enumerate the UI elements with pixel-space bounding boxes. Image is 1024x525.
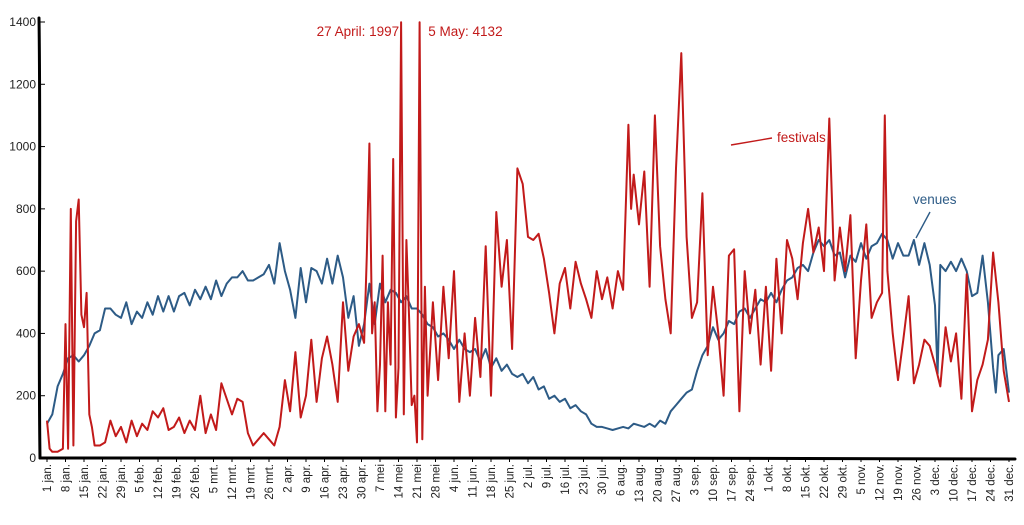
series-label-festivals-pointer [730, 137, 773, 146]
x-tick-label: 5 feb. [135, 464, 147, 493]
series-label-venues-pointer [915, 211, 931, 239]
x-tick-label: 16 apr. [320, 464, 332, 499]
x-tick-label: 30 jul. [597, 464, 609, 495]
x-tick-label: 29 okt. [838, 464, 850, 499]
x-tick-label: 29 jan. [116, 464, 128, 499]
x-tick-label: 17 sep. [727, 464, 739, 502]
y-axis-ticks: 0 200 400 600 800 1000 1200 1400 [9, 15, 45, 465]
x-tick-label: 19 mrt. [246, 464, 258, 500]
series-label-venues: venues [913, 192, 957, 207]
x-tick-label: 12 feb. [153, 464, 165, 499]
x-tick-label: 19 nov. [893, 464, 905, 501]
y-tick-label: 1400 [9, 15, 36, 29]
x-tick-label: 26 nov. [912, 464, 924, 501]
x-tick-label: 12 nov. [875, 464, 887, 501]
x-tick-label: 2 jul. [523, 464, 535, 488]
series-label-festivals: festivals [777, 130, 826, 145]
x-tick-label: 26 feb. [190, 464, 202, 499]
x-tick-label: 21 mei [412, 464, 424, 499]
x-tick-label: 2 apr. [283, 464, 295, 493]
x-tick-label: 23 apr. [338, 464, 350, 499]
x-tick-label: 19 feb. [172, 464, 184, 499]
x-tick-label: 3 sep. [690, 464, 702, 495]
x-tick-label: 24 dec. [986, 464, 998, 502]
x-tick-label: 6 aug. [616, 464, 628, 496]
x-tick-label: 4 jun. [449, 464, 461, 492]
x-tick-label: 20 aug. [653, 464, 665, 502]
x-tick-label: 10 sep. [708, 464, 720, 502]
x-tick-label: 24 sep. [745, 464, 757, 502]
y-tick-label: 1200 [9, 77, 36, 91]
x-tick-label: 15 jan. [79, 464, 91, 499]
y-tick-label: 1000 [9, 140, 36, 154]
x-tick-label: 1 okt. [764, 464, 776, 492]
x-tick-label: 9 jul. [542, 464, 554, 488]
x-tick-label: 1 jan. [42, 464, 54, 492]
x-tick-label: 14 mei [394, 464, 406, 499]
x-tick-label: 5 nov. [856, 464, 868, 494]
x-tick-label: 18 jun. [486, 464, 498, 499]
y-tick-label: 200 [16, 389, 36, 403]
x-tick-label: 8 okt. [782, 464, 794, 492]
series-layer [46, 21, 1010, 453]
x-tick-label: 10 dec. [949, 464, 961, 502]
x-tick-label: 23 jul. [579, 464, 591, 495]
x-tick-label: 11 jun. [468, 464, 480, 498]
annotation-may-5: 5 May: 4132 [428, 24, 502, 39]
x-tick-label: 3 dec. [930, 464, 942, 495]
x-tick-label: 27 aug. [671, 464, 683, 502]
x-tick-label: 16 jul. [560, 464, 572, 495]
x-axis-line [38, 456, 1017, 461]
x-tick-label: 31 dec. [1004, 464, 1016, 502]
series-line-venues [46, 232, 1010, 431]
x-axis-ticks: 1 jan. 8 jan. 15 jan. 22 jan. 29 jan. 5 feb. 1… [42, 458, 1016, 502]
x-tick-label: 15 okt. [801, 464, 813, 499]
series-line-festivals [46, 21, 1010, 453]
x-tick-label: 7 mei [375, 464, 387, 492]
x-tick-label: 22 jan. [98, 464, 110, 499]
x-tick-label: 17 dec. [967, 464, 979, 502]
y-tick-label: 400 [16, 326, 36, 340]
x-tick-label: 28 mei [431, 464, 443, 499]
x-tick-label: 26 mrt. [264, 464, 276, 500]
y-tick-label: 0 [29, 451, 36, 465]
x-tick-label: 13 aug. [634, 464, 646, 502]
x-tick-label: 22 okt. [819, 464, 831, 499]
x-tick-label: 8 jan. [61, 464, 73, 492]
x-tick-label: 9 apr. [301, 464, 313, 493]
annotation-april-27: 27 April: 1997 [317, 24, 400, 39]
x-tick-label: 25 jun. [505, 464, 517, 499]
y-tick-label: 600 [16, 264, 36, 278]
x-tick-label: 5 mrt. [209, 464, 221, 493]
x-tick-label: 12 mrt. [227, 464, 239, 500]
x-tick-label: 30 apr. [357, 464, 369, 499]
y-tick-label: 800 [16, 202, 36, 216]
y-axis-line [37, 16, 42, 460]
